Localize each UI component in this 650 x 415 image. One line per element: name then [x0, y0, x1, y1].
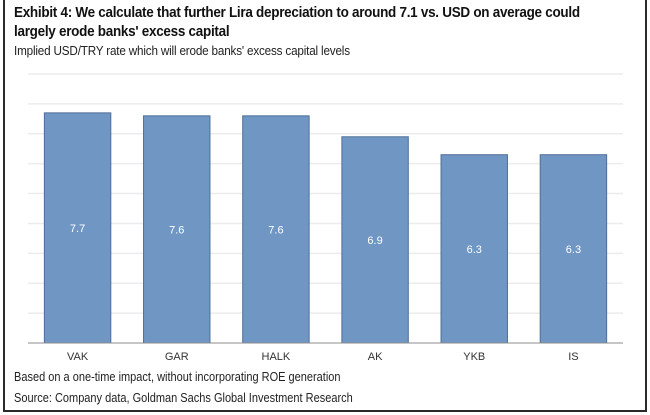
x-tick-labels: VAK GAR HALK AK YKB IS [67, 351, 579, 363]
x-tick-label: AK [368, 351, 383, 363]
data-label: 6.3 [566, 244, 581, 256]
bar-is [539, 154, 608, 344]
data-label: 7.6 [268, 224, 283, 236]
bar-gar [143, 115, 211, 344]
footnote: Based on a one-time impact, without inco… [14, 370, 341, 384]
data-label: 7.6 [169, 224, 184, 236]
bars [43, 112, 608, 344]
chart-subtitle: Implied USD/TRY rate which will erode ba… [14, 43, 350, 58]
bar-ak [341, 136, 409, 344]
source-note: Source: Company data, Goldman Sachs Glob… [14, 391, 353, 405]
data-label: 6.9 [367, 235, 382, 247]
bar-vak [43, 112, 112, 344]
x-tick-label: GAR [165, 351, 189, 363]
x-tick-label: IS [568, 351, 578, 363]
bar-halk [242, 115, 310, 344]
gridlines [28, 73, 623, 314]
x-tick-label: HALK [262, 351, 291, 363]
x-tick-label: YKB [463, 351, 485, 363]
data-labels: 7.7 7.6 7.6 6.9 6.3 6.3 [70, 223, 581, 256]
data-label: 7.7 [70, 223, 85, 235]
data-label: 6.3 [467, 244, 482, 256]
bar-ykb [440, 154, 508, 344]
x-tick-label: VAK [67, 351, 89, 363]
exhibit-title: Exhibit 4: We calculate that further Lir… [14, 5, 580, 40]
